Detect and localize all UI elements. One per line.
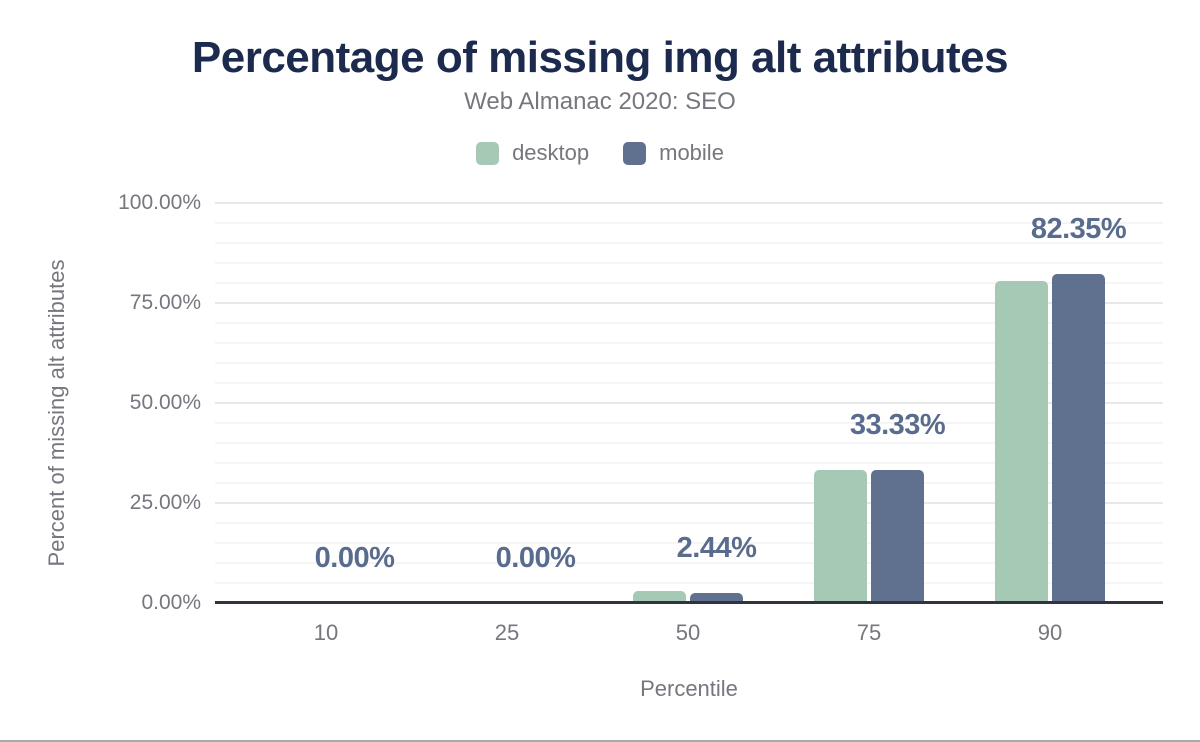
bar-desktop-p75	[814, 469, 867, 603]
bar-mobile-p75	[871, 469, 924, 603]
gridline-minor	[215, 462, 1163, 464]
gridline-minor	[215, 362, 1163, 364]
x-tick-label: 90	[1037, 620, 1063, 645]
x-tick-label: 25	[494, 620, 520, 645]
bar-mobile-p50	[690, 593, 743, 603]
gridline-minor	[215, 522, 1163, 524]
legend: desktop mobile	[0, 140, 1200, 166]
value-label-p10: 0.00%	[314, 542, 395, 574]
gridline-minor	[215, 322, 1163, 324]
x-tick-label: 75	[856, 620, 882, 645]
gridline-minor	[215, 482, 1163, 484]
gridline-minor	[215, 222, 1163, 224]
gridline-major	[215, 202, 1163, 204]
x-tick-label: 50	[675, 620, 701, 645]
y-tick-label: 0.00%	[141, 591, 201, 614]
gridline-minor	[215, 242, 1163, 244]
y-tick-label: 75.00%	[129, 291, 201, 314]
legend-item-desktop: desktop	[476, 140, 589, 166]
value-label-p25: 0.00%	[495, 542, 576, 574]
x-axis-line	[215, 601, 1163, 604]
gridline-minor	[215, 562, 1163, 564]
gridline-major	[215, 502, 1163, 504]
gridline-minor	[215, 542, 1163, 544]
gridline-minor	[215, 582, 1163, 584]
gridline-major	[215, 402, 1163, 404]
gridline-minor	[215, 382, 1163, 384]
gridline-minor	[215, 442, 1163, 444]
y-tick-label: 50.00%	[129, 391, 201, 414]
gridline-major	[215, 302, 1163, 304]
legend-item-mobile: mobile	[623, 140, 724, 166]
legend-swatch-mobile	[623, 141, 647, 165]
legend-label-desktop: desktop	[512, 140, 590, 165]
gridline-minor	[215, 342, 1163, 344]
gridline-minor	[215, 282, 1163, 284]
plot-area: 0.00% 0.00% 2.44% 33.33% 82.35%	[215, 202, 1163, 604]
bar-desktop-p90	[995, 281, 1048, 603]
legend-label-mobile: mobile	[659, 140, 724, 165]
bar-desktop-p50	[633, 591, 686, 603]
gridline-minor	[215, 262, 1163, 264]
chart-subtitle: Web Almanac 2020: SEO	[464, 88, 736, 115]
value-label-p75: 33.33%	[849, 408, 946, 441]
value-label-p50: 2.44%	[676, 532, 757, 565]
x-tick-label: 10	[313, 620, 339, 645]
figure-bottom-border	[0, 740, 1200, 742]
y-tick-label: 100.00%	[118, 191, 201, 214]
x-axis-title: Percentile	[640, 676, 738, 701]
value-label-p90: 82.35%	[1030, 212, 1127, 245]
chart-title: Percentage of missing img alt attributes	[191, 33, 1009, 82]
legend-swatch-desktop	[476, 141, 500, 165]
y-tick-label: 25.00%	[129, 491, 201, 514]
bar-mobile-p90	[1052, 273, 1105, 603]
gridline-minor	[215, 422, 1163, 424]
